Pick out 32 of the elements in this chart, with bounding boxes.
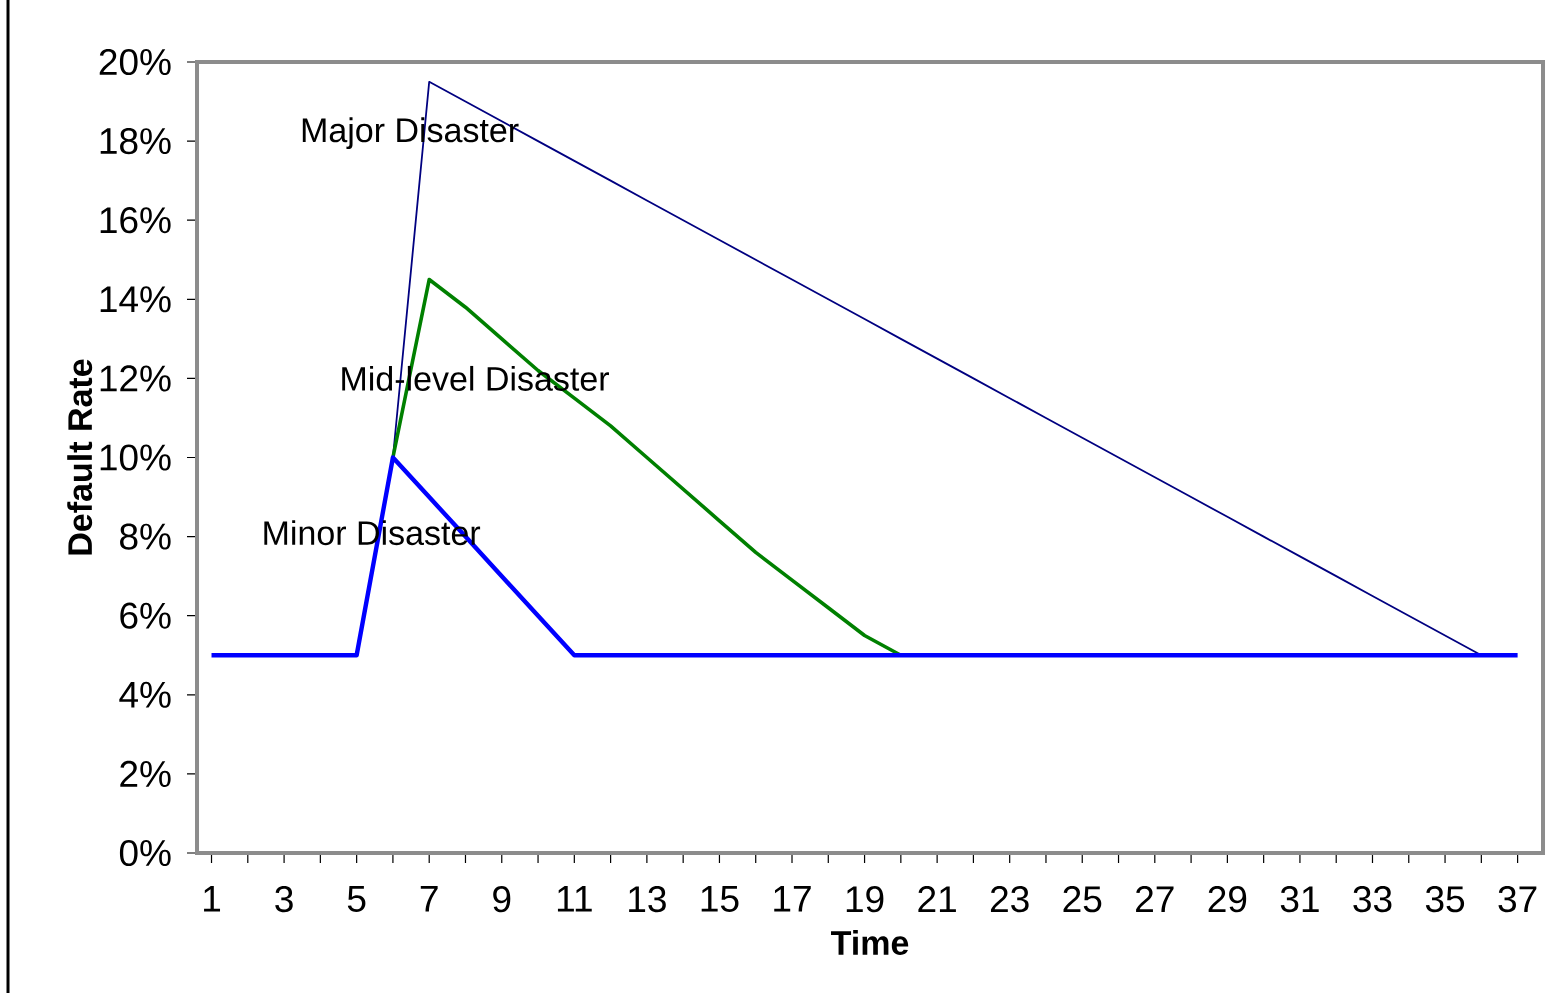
x-tick-label: 9: [493, 886, 511, 913]
x-tick-label: 3: [275, 886, 293, 913]
x-tick-label: 15: [701, 886, 739, 912]
x-tick-label: 21: [918, 886, 956, 912]
x-tick-label: 7: [420, 886, 438, 912]
y-tick-label: 2%: [120, 760, 171, 787]
x-tick-label: 1: [204, 886, 221, 912]
x-tick-label: 19: [846, 886, 884, 913]
y-tick-label: 4%: [119, 681, 171, 708]
y-tick-label: 14%: [100, 286, 171, 313]
x-tick-label: 31: [1280, 886, 1319, 913]
y-tick-label: 12%: [100, 365, 171, 392]
x-tick-label: 5: [347, 886, 366, 912]
x-tick-label: 25: [1063, 886, 1102, 913]
x-tick-label: 33: [1353, 886, 1392, 913]
y-tick-label: 0%: [119, 839, 171, 867]
y-tick-label: 8%: [120, 523, 171, 550]
x-tick-label: 23: [990, 886, 1029, 913]
x-tick-label: 13: [629, 886, 666, 913]
x-axis-title: Time: [831, 930, 909, 955]
x-tick-label: 11: [557, 886, 592, 912]
y-tick-label: 16%: [100, 207, 171, 234]
x-tick-label: 27: [1136, 886, 1174, 912]
x-tick-label: 29: [1208, 886, 1247, 913]
y-tick-label: 10%: [100, 444, 171, 471]
y-axis-title: Default Rate: [67, 359, 93, 555]
x-tick-label: 35: [1425, 886, 1465, 913]
y-tick-label: 20%: [99, 48, 171, 76]
y-tick-label: 6%: [120, 602, 171, 629]
x-tick-label: 17: [774, 886, 811, 912]
y-tick-label: 18%: [100, 127, 171, 155]
x-tick-label: 37: [1498, 886, 1537, 913]
